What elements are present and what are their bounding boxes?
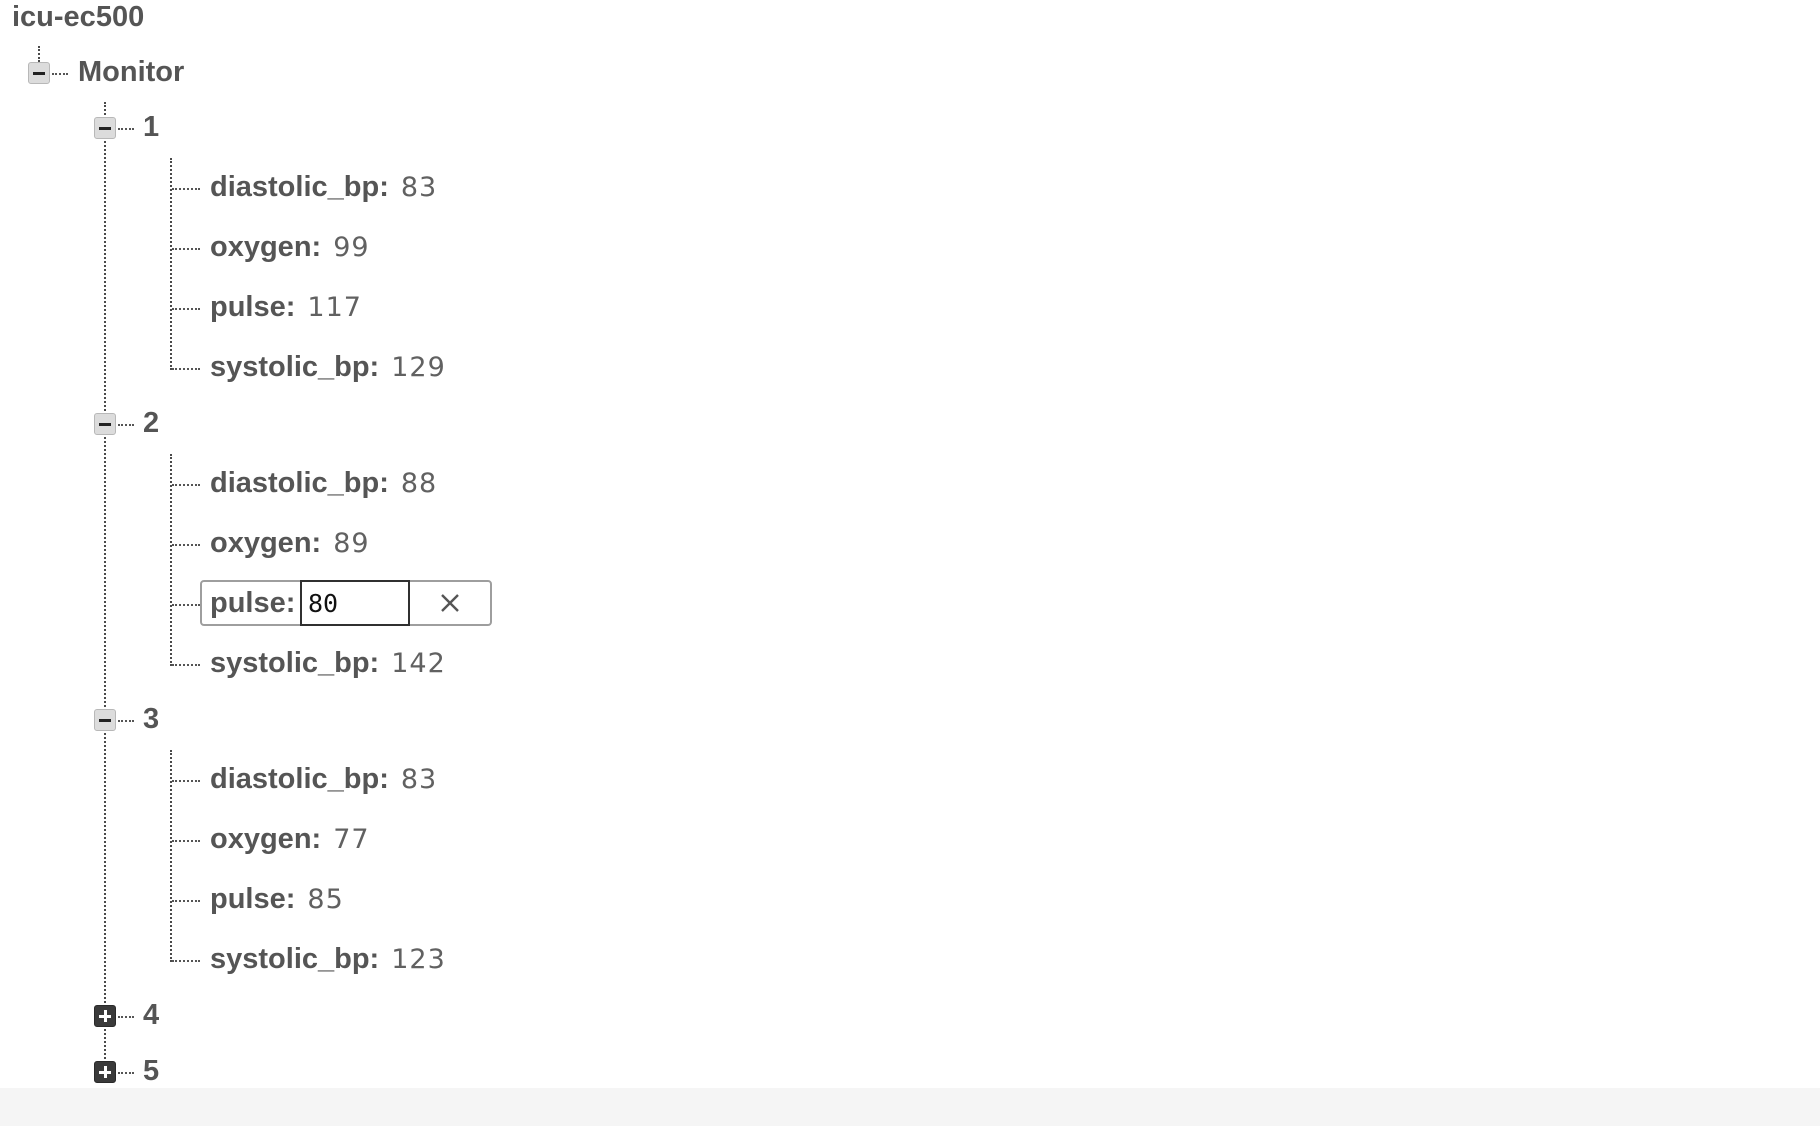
field-key: pulse:: [210, 883, 296, 915]
tree-connector: [38, 46, 40, 62]
field-key: systolic_bp:: [210, 647, 380, 679]
field-value[interactable]: 85: [307, 884, 344, 915]
field-value[interactable]: 129: [391, 352, 446, 383]
node-2-label[interactable]: 2: [143, 407, 160, 439]
tree-connector: [170, 158, 172, 370]
tree-connector: [118, 1016, 134, 1018]
tree-connector: [172, 604, 200, 606]
field-key: oxygen:: [210, 231, 322, 263]
node-5-expand-toggle[interactable]: [94, 1061, 116, 1083]
field-value[interactable]: 83: [400, 172, 438, 203]
tree-connector: [172, 544, 200, 546]
field-systolic-bp[interactable]: systolic_bp: 123: [210, 942, 446, 981]
field-value[interactable]: 83: [400, 764, 438, 795]
tree-connector: [172, 484, 200, 486]
field-systolic-bp[interactable]: systolic_bp: 142: [210, 646, 446, 685]
field-key: pulse:: [210, 587, 296, 619]
node-2-collapse-toggle[interactable]: [94, 413, 116, 435]
field-value[interactable]: 123: [391, 944, 446, 975]
pulse-value-input[interactable]: [300, 580, 410, 626]
field-key: diastolic_bp:: [210, 171, 389, 203]
field-value[interactable]: 99: [333, 232, 370, 263]
field-key: diastolic_bp:: [210, 763, 389, 795]
field-key: systolic_bp:: [210, 943, 380, 975]
tree-connector: [170, 454, 172, 666]
field-value[interactable]: 77: [333, 824, 370, 855]
field-value[interactable]: 142: [391, 648, 446, 679]
field-oxygen[interactable]: oxygen: 77: [210, 822, 370, 861]
tree-connector: [172, 248, 200, 250]
tree-connector: [118, 424, 134, 426]
field-diastolic-bp[interactable]: diastolic_bp: 88: [210, 466, 437, 505]
field-oxygen[interactable]: oxygen: 89: [210, 526, 370, 565]
field-key: pulse:: [210, 291, 296, 323]
bottom-panel-edge: [0, 1088, 1820, 1126]
field-key: oxygen:: [210, 527, 322, 559]
field-value[interactable]: 117: [307, 292, 362, 323]
monitor-collapse-toggle[interactable]: [28, 62, 50, 84]
field-diastolic-bp[interactable]: diastolic_bp: 83: [210, 170, 437, 209]
node-4-expand-toggle[interactable]: [94, 1005, 116, 1027]
tree-connector: [118, 720, 134, 722]
field-key: systolic_bp:: [210, 351, 380, 383]
field-diastolic-bp[interactable]: diastolic_bp: 83: [210, 762, 437, 801]
tree-connector: [172, 840, 200, 842]
tree-connector: [172, 900, 200, 902]
tree-connector: [104, 102, 106, 1070]
tree-connector: [172, 780, 200, 782]
tree-connector: [172, 308, 200, 310]
field-pulse[interactable]: pulse: 117: [210, 290, 362, 329]
field-oxygen[interactable]: oxygen: 99: [210, 230, 370, 269]
node-1-label[interactable]: 1: [143, 111, 160, 143]
tree-connector: [52, 73, 68, 75]
node-5-label[interactable]: 5: [143, 1055, 160, 1087]
close-icon: [441, 594, 459, 612]
node-4-label[interactable]: 4: [143, 999, 160, 1031]
field-pulse[interactable]: pulse: 85: [210, 882, 344, 921]
tree-connector: [118, 128, 134, 130]
tree-connector: [172, 664, 200, 666]
root-node-label: icu-ec500: [12, 1, 145, 33]
field-value[interactable]: 89: [333, 528, 370, 559]
monitor-node-label[interactable]: Monitor: [78, 56, 185, 88]
field-key: oxygen:: [210, 823, 322, 855]
tree-connector: [118, 1072, 134, 1074]
tree-connector: [172, 368, 200, 370]
tree-connector: [170, 750, 172, 962]
inline-edit-row-pulse: pulse:: [200, 580, 492, 626]
field-value[interactable]: 88: [400, 468, 438, 499]
tree-connector: [172, 960, 200, 962]
field-key: diastolic_bp:: [210, 467, 389, 499]
node-3-collapse-toggle[interactable]: [94, 709, 116, 731]
field-systolic-bp[interactable]: systolic_bp: 129: [210, 350, 446, 389]
node-3-label[interactable]: 3: [143, 703, 160, 735]
node-1-collapse-toggle[interactable]: [94, 117, 116, 139]
cancel-edit-button[interactable]: [410, 582, 490, 624]
tree-connector: [172, 188, 200, 190]
